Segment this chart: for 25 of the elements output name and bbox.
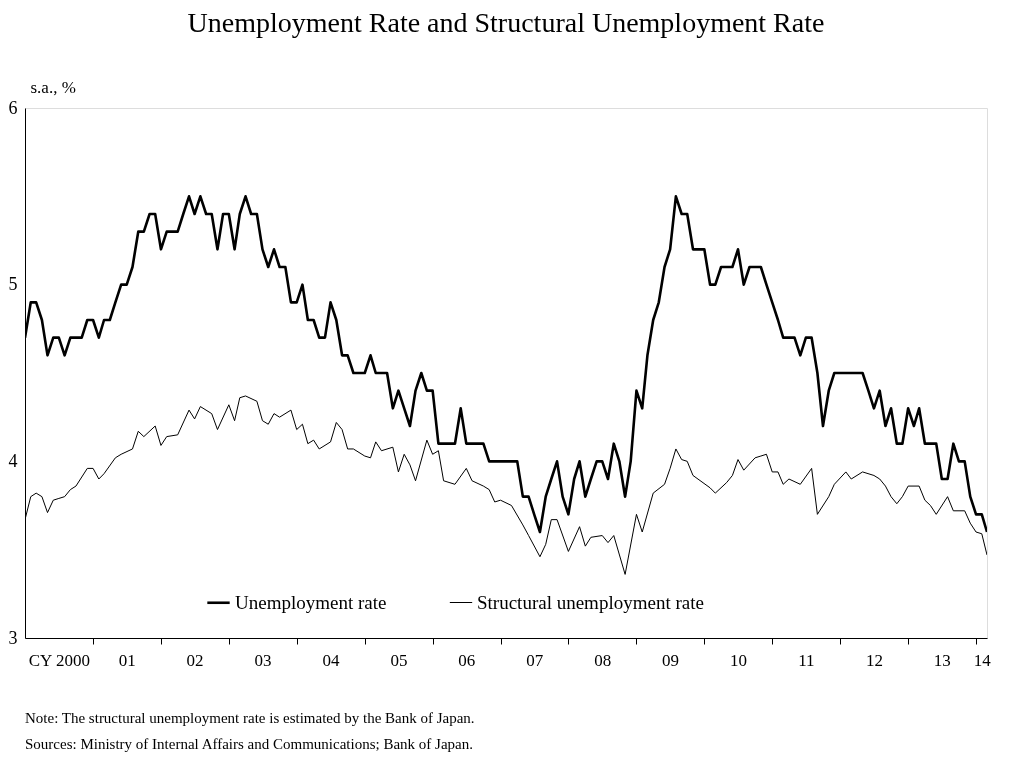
y-axis-title: s.a., %	[30, 77, 76, 97]
x-tick-label: 08	[594, 650, 612, 670]
x-tick-label: 07	[526, 650, 544, 670]
x-tick-label: 03	[254, 650, 272, 670]
source-note: Sources: Ministry of Internal Affairs and Communications; Bank of Japan.	[25, 736, 473, 752]
x-tick-label: 09	[662, 650, 680, 670]
x-tick-label: 11	[798, 650, 815, 670]
x-tick-label: CY 2000	[28, 650, 90, 670]
y-tick-label: 3	[8, 627, 18, 648]
text: Note: The structural unemployment rate is estimated by the Bank of Japan.	[25, 710, 475, 726]
chart-title: Unemployment Rate and Structural Unemployment Rate	[187, 7, 825, 38]
y-tick-label: 6	[8, 97, 18, 118]
x-tick-label: 01	[118, 650, 136, 670]
y-tick-label: 5	[8, 274, 18, 295]
x-tick-label: 06	[458, 650, 476, 670]
x-tick-label: 10	[729, 650, 747, 670]
legend-label: Unemployment rate	[235, 591, 387, 613]
legend-label: Structural unemployment rate	[477, 591, 704, 613]
x-tick-label: 05	[390, 650, 408, 670]
x-tick-label: 13	[933, 650, 951, 670]
y-tick-label: 4	[8, 450, 18, 471]
x-tick-label: 04	[322, 650, 341, 670]
x-tick-label: 12	[865, 650, 883, 670]
x-tick-label: 14	[973, 650, 992, 670]
x-tick-label: 02	[186, 650, 204, 670]
